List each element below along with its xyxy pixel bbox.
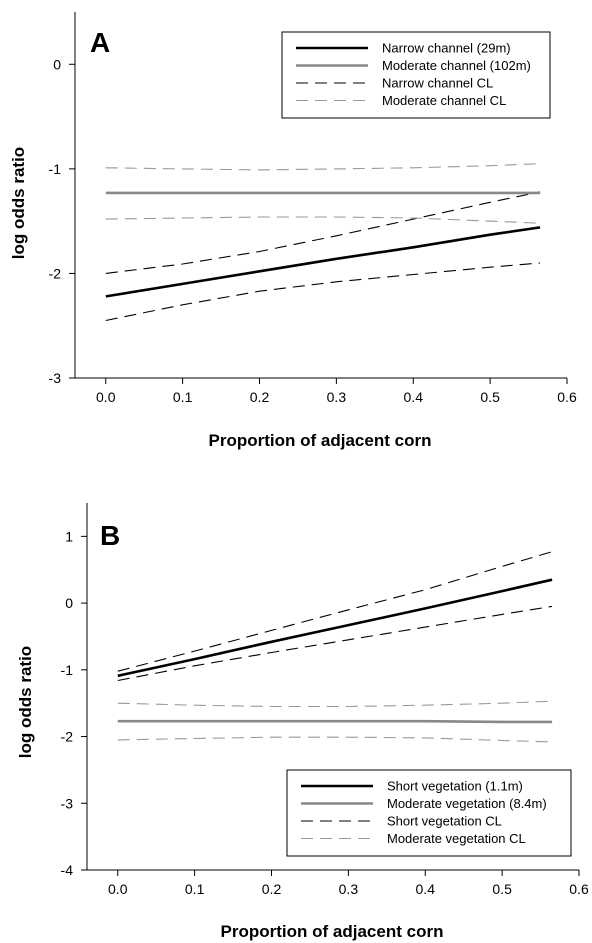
panel-b-y-tick-label: -3: [61, 795, 74, 811]
panel-a-legend-label: Narrow channel CL: [382, 76, 493, 91]
panel-b-legend: Short vegetation (1.1m) Moderate vegetati…: [286, 769, 572, 857]
panel-b-legend-label: Moderate vegetation (8.4m): [387, 796, 547, 811]
panel-b-x-tick-label: 0.1: [185, 881, 205, 897]
panel-a-y-tick-label: -2: [49, 265, 62, 281]
panel-a-x-tick-label: 0.3: [327, 389, 347, 405]
panel-b-x-tick-label: 0.4: [416, 881, 436, 897]
panel-a-y-tick-label: 0: [53, 56, 61, 72]
panel-a-series-line-0: [105, 226, 541, 298]
panel-b-series-line-5: [117, 736, 553, 743]
panel-b-x-tick-label: 0.6: [569, 881, 589, 897]
panel-a-series-line-2: [105, 191, 541, 274]
panel-b-x-tick-label: 0.3: [339, 881, 359, 897]
panel-b-series-line-2: [117, 551, 553, 672]
panel-b-chart: B log odds ratio Proportion of adjacent …: [16, 503, 589, 941]
panel-b-series-line-1: [117, 719, 553, 724]
panel-a-x-tick-label: 0.0: [96, 389, 116, 405]
panel-a-x-tick-label: 0.5: [480, 389, 500, 405]
panel-b-x-tick-label: 0.2: [262, 881, 282, 897]
panel-a-x-tick-label: 0.1: [173, 389, 193, 405]
panel-a-chart: A log odds ratio Proportion of adjacent …: [9, 12, 577, 450]
panel-a-legend-box: [281, 31, 551, 119]
panel-a-legend-label: Moderate channel (102m): [382, 58, 531, 73]
panel-a-series-line-4: [105, 163, 541, 171]
panel-b-x-tick-label: 0.0: [108, 881, 128, 897]
panel-b-y-axis-title: log odds ratio: [16, 646, 35, 758]
panel-b-y-tick-label: 0: [65, 595, 73, 611]
panel-b-y-tick-label: -4: [61, 862, 74, 878]
panel-a-x-tick-label: 0.2: [250, 389, 270, 405]
panel-a-legend-label: Narrow channel (29m): [382, 41, 511, 56]
panel-a-x-axis-title: Proportion of adjacent corn: [209, 431, 432, 450]
panel-a-series-line-5: [105, 216, 541, 224]
panel-a-x-tick-label: 0.6: [557, 389, 577, 405]
panel-b-legend-label: Short vegetation CL: [387, 814, 502, 829]
panel-a-legend-label: Moderate channel CL: [382, 93, 506, 108]
panel-b-series-line-3: [117, 605, 553, 682]
panel-b-y-tick-label: -2: [61, 729, 74, 745]
panel-a-series-line-3: [105, 262, 541, 322]
panel-a-y-axis-title: log odds ratio: [9, 147, 28, 259]
panel-b-legend-box: [286, 769, 572, 857]
panel-b-series-line-4: [117, 700, 553, 708]
panel-b-y-tick-label: 1: [65, 528, 73, 544]
panel-a-x-tick-label: 0.4: [404, 389, 424, 405]
panel-a-letter: A: [90, 27, 110, 58]
panel-b-y-tick-label: -1: [61, 662, 74, 678]
panel-b-series-line-0: [117, 578, 553, 678]
panel-a-y-tick-label: -3: [49, 370, 62, 386]
panel-a-legend: Narrow channel (29m) Moderate channel (10…: [281, 31, 551, 119]
panel-b-letter: B: [100, 520, 120, 551]
panel-b-legend-label: Moderate vegetation CL: [387, 831, 526, 846]
panel-b-legend-label: Short vegetation (1.1m): [387, 779, 523, 794]
panel-b-x-axis-title: Proportion of adjacent corn: [221, 922, 444, 941]
panel-b-x-tick-label: 0.5: [492, 881, 512, 897]
panel-a-y-tick-label: -1: [49, 161, 62, 177]
